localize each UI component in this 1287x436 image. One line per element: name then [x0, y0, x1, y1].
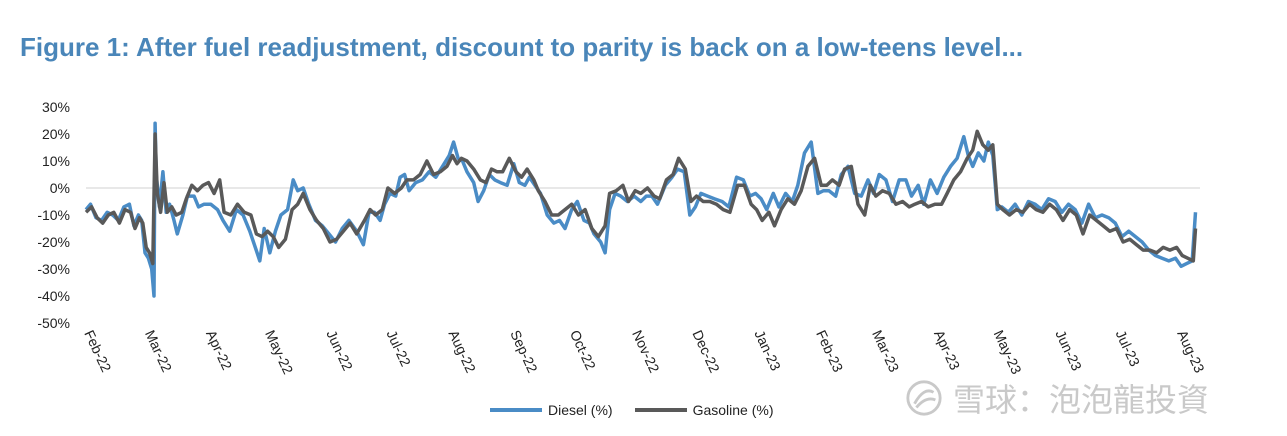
series-line-diesel [84, 121, 1198, 298]
legend-label-diesel: Diesel (%) [548, 402, 613, 418]
x-tick-label: May-23 [991, 328, 1025, 377]
series-line-gasoline [84, 129, 1198, 266]
snowball-logo-icon [906, 380, 942, 416]
y-tick-label: -20% [37, 234, 70, 250]
y-tick-label: -10% [37, 207, 70, 223]
x-tick-label: Aug-22 [446, 328, 480, 376]
x-tick-label: Nov-22 [629, 328, 663, 376]
x-axis-ticks: Feb-22 Mar-22 Apr-22 May-22 Jun-22 Jul-22 Aug-… [81, 328, 1208, 377]
y-tick-label: 10% [42, 153, 70, 169]
y-tick-label: -40% [37, 288, 70, 304]
x-tick-label: Jul-23 [1113, 328, 1144, 370]
legend-swatch-diesel [490, 408, 542, 412]
y-tick-label: -50% [37, 315, 70, 331]
x-tick-label: Sep-22 [507, 328, 541, 376]
x-tick-label: Jun-23 [1052, 328, 1085, 374]
x-tick-label: May-22 [262, 328, 296, 377]
x-tick-label: Jan-23 [751, 328, 784, 374]
x-tick-label: Mar-23 [869, 328, 902, 375]
legend-item-diesel: Diesel (%) [490, 402, 613, 418]
x-tick-label: Feb-23 [813, 328, 846, 375]
x-tick-label: Aug-23 [1174, 328, 1208, 376]
series-group [84, 121, 1198, 298]
legend-swatch-gasoline [634, 408, 687, 412]
legend-label-gasoline: Gasoline (%) [692, 402, 774, 418]
watermark: 雪球：泡泡龍投資 [905, 375, 1209, 421]
y-axis-ticks: 30% 20% 10% 0% -10% -20% -30% -40% -50% [37, 99, 70, 331]
y-tick-label: -30% [37, 261, 70, 277]
x-tick-label: Apr-23 [931, 328, 963, 373]
legend: Diesel (%) Gasoline (%) [490, 402, 774, 418]
legend-item-gasoline: Gasoline (%) [634, 402, 774, 418]
x-tick-label: Mar-22 [142, 328, 175, 375]
watermark-text: 雪球：泡泡龍投資 [953, 381, 1210, 419]
chart-title: Figure 1: After fuel readjustment, disco… [20, 32, 1024, 62]
y-tick-label: 30% [42, 99, 70, 115]
x-tick-label: Feb-22 [81, 328, 114, 375]
x-tick-label: Oct-22 [567, 328, 599, 373]
x-tick-label: Jul-22 [384, 328, 415, 370]
y-tick-label: 0% [50, 180, 70, 196]
x-tick-label: Apr-22 [203, 328, 235, 373]
y-tick-label: 20% [42, 126, 70, 142]
x-tick-label: Dec-22 [689, 328, 723, 376]
x-tick-label: Jun-22 [323, 328, 356, 374]
